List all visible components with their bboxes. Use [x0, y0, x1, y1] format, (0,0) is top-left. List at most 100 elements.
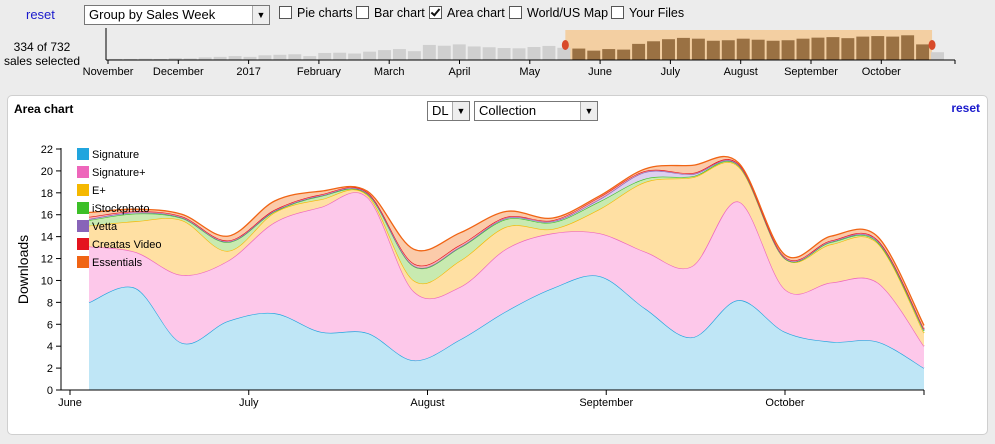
timeline-week-bar — [183, 58, 197, 60]
pie-charts-label: Pie charts — [297, 6, 353, 20]
timeline-month-label: November — [83, 66, 134, 78]
timeline-week-bar — [736, 38, 750, 60]
chevron-down-icon: ▼ — [252, 6, 269, 24]
timeline-week-bar — [153, 58, 167, 60]
timeline-week-bar — [766, 40, 780, 60]
timeline-week-bar — [497, 48, 511, 60]
timeline-week-bar — [931, 52, 944, 60]
timeline-week-bar — [243, 56, 257, 60]
timeline-week-bar — [781, 40, 795, 60]
timeline-week-bar — [916, 44, 930, 60]
metric-select[interactable]: DL ▼ — [427, 101, 470, 121]
timeline-week-bar — [527, 47, 541, 60]
timeline-week-bar — [273, 54, 287, 60]
timeline-week-bar — [213, 56, 227, 60]
timeline-week-bar — [572, 48, 586, 60]
timeline-week-bar — [542, 45, 556, 60]
timeline-month-label: June — [588, 66, 612, 78]
area-chart-label: Area chart — [447, 6, 505, 20]
chevron-down-icon: ▼ — [452, 102, 469, 120]
timeline-week-bar — [258, 55, 272, 60]
bar-chart-checkbox[interactable]: Bar chart — [356, 6, 425, 22]
chevron-down-icon: ▼ — [580, 102, 597, 120]
top-toolbar: reset Group by Sales Week ▼ Pie charts B… — [0, 0, 995, 30]
timeline-week-bar — [198, 57, 212, 60]
timeline-month-label: April — [448, 66, 470, 78]
timeline-month-label: February — [297, 66, 342, 78]
timeline-week-bar — [138, 58, 152, 60]
timeline-week-bar — [602, 49, 616, 60]
bar-chart-label: Bar chart — [374, 6, 425, 20]
timeline-week-bar — [632, 43, 646, 60]
timeline-week-bar — [871, 36, 885, 60]
timeline-week-bar — [811, 37, 825, 60]
timeline-week-bar — [691, 38, 705, 60]
timeline-week-bar — [363, 51, 377, 60]
timeline-week-bar — [348, 53, 362, 60]
pie-charts-checkbox[interactable]: Pie charts — [279, 6, 353, 22]
timeline-month-label: September — [784, 66, 838, 78]
checkbox-icon — [356, 6, 369, 19]
timeline-week-bar — [228, 56, 242, 60]
timeline-week-bar — [303, 56, 317, 60]
timeline-week-bar — [109, 58, 122, 60]
timeline-week-bar — [901, 35, 915, 60]
timeline-week-bar — [796, 38, 810, 60]
timeline-week-bar — [662, 39, 675, 60]
world-us-map-checkbox[interactable]: World/US Map — [509, 6, 608, 22]
checkbox-checked-icon — [429, 6, 442, 19]
timeline-week-bar — [482, 47, 496, 60]
timeline-week-bar — [422, 44, 436, 60]
brush-handle-icon[interactable] — [561, 40, 569, 50]
checkbox-icon — [279, 6, 292, 19]
timeline-week-bar — [318, 52, 332, 60]
group-by-select[interactable]: Group by Sales Week ▼ — [84, 5, 270, 25]
timeline-week-bar — [168, 58, 182, 60]
timeline-week-bar — [123, 58, 137, 60]
panel-reset-link[interactable]: reset — [951, 101, 980, 115]
your-files-label: Your Files — [629, 6, 685, 20]
area-chart-checkbox[interactable]: Area chart — [429, 6, 505, 22]
selection-count-label: sales selected — [3, 54, 81, 68]
group-by-value: Group by Sales Week — [89, 7, 216, 22]
timeline-week-bar — [288, 54, 302, 60]
timeline-week-bar — [751, 39, 765, 60]
timeline-month-label: March — [374, 66, 405, 78]
timeline-week-bar — [647, 41, 661, 60]
timeline-month-label: 2017 — [236, 66, 260, 78]
timeline-brush[interactable]: November December 2017 February March April Ma… — [0, 0, 995, 90]
checkbox-icon — [509, 6, 522, 19]
timeline-week-bar — [392, 49, 406, 60]
timeline-week-bar — [452, 44, 466, 60]
checkbox-icon — [611, 6, 624, 19]
timeline-week-bar — [467, 46, 481, 60]
world-us-map-label: World/US Map — [527, 6, 609, 20]
reset-link[interactable]: reset — [26, 7, 55, 22]
timeline-month-label: May — [519, 66, 540, 78]
selection-count-value: 334 of 732 — [13, 40, 71, 54]
timeline-month-label: August — [724, 66, 758, 78]
timeline-week-bar — [886, 36, 900, 60]
timeline-week-bar — [333, 52, 347, 60]
timeline-week-bar — [378, 50, 391, 60]
timeline-week-bar — [826, 37, 840, 60]
selection-count: 334 of 732 sales selected — [0, 40, 84, 68]
metric-value: DL — [432, 103, 449, 118]
timeline-month-label: December — [153, 66, 204, 78]
timeline-month-label: October — [862, 66, 901, 78]
collection-select[interactable]: Collection ▼ — [474, 101, 598, 121]
timeline-week-bar — [437, 45, 451, 60]
timeline-week-bar — [587, 50, 601, 60]
brush-handle-icon[interactable] — [928, 40, 936, 50]
timeline-week-bar — [512, 48, 526, 60]
timeline-week-bar — [841, 38, 855, 60]
timeline-week-bar — [706, 40, 720, 60]
timeline-week-bar — [407, 51, 421, 60]
area-chart-panel: Area chart DL ▼ Collection ▼ reset — [7, 95, 988, 435]
your-files-checkbox[interactable]: Your Files — [611, 6, 684, 22]
timeline-month-label: July — [661, 66, 681, 78]
timeline-week-bar — [557, 47, 571, 60]
collection-value: Collection — [479, 103, 537, 118]
timeline-week-bar — [617, 49, 631, 60]
timeline-week-bar — [676, 37, 690, 60]
